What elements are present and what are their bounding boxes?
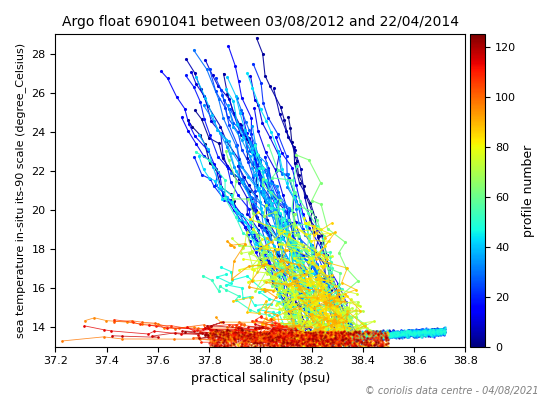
- Y-axis label: sea temperature in-situ its-90 scale (degree_Celsius): sea temperature in-situ its-90 scale (de…: [15, 43, 26, 338]
- Y-axis label: profile number: profile number: [522, 144, 535, 237]
- X-axis label: practical salinity (psu): practical salinity (psu): [191, 372, 330, 385]
- Title: Argo float 6901041 between 03/08/2012 and 22/04/2014: Argo float 6901041 between 03/08/2012 an…: [62, 15, 459, 29]
- Text: © coriolis data centre - 04/08/2021: © coriolis data centre - 04/08/2021: [365, 386, 539, 396]
